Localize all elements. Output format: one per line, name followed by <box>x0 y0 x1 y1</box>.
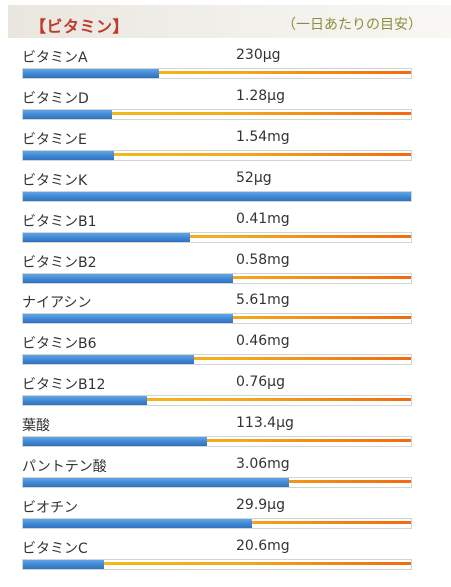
vitamin-amount: 1.28μg <box>236 87 285 104</box>
vitamin-row: ナイアシン 5.61mg <box>22 287 412 329</box>
amount-bar <box>22 272 412 284</box>
vitamin-amount: 113.4μg <box>236 415 294 432</box>
amount-bar-fill <box>23 109 113 119</box>
vitamin-name: ビタミンK <box>22 172 88 189</box>
amount-bar <box>22 477 412 488</box>
vitamin-amount: 20.6mg <box>236 537 290 554</box>
vitamin-name: ビタミンC <box>22 540 88 557</box>
vitamin-row: ビタミンA 230μg <box>22 42 412 84</box>
vitamin-name: ナイアシン <box>22 295 92 312</box>
vitamin-name: ビタミンD <box>22 90 89 107</box>
vitamin-name: ビオチン <box>22 499 78 516</box>
vitamin-row: ビタミンB1 0.41mg <box>22 206 412 248</box>
amount-bar-fill <box>23 437 208 447</box>
amount-bar <box>22 190 412 202</box>
vitamin-amount: 52μg <box>236 169 272 186</box>
amount-bar <box>22 517 412 529</box>
amount-bar <box>22 436 412 448</box>
vitamin-row: ビタミンC 20.6mg <box>22 533 412 575</box>
amount-bar-fill <box>23 559 105 569</box>
vitamin-row: パントテン酸 3.06mg <box>22 451 412 493</box>
vitamin-name: 葉酸 <box>22 418 50 435</box>
amount-bar <box>22 313 412 325</box>
vitamin-name: ビタミンB2 <box>22 254 97 271</box>
vitamin-name: ビタミンE <box>22 131 87 148</box>
amount-bar <box>22 231 412 243</box>
amount-bar-fill <box>23 396 148 406</box>
daily-amount-note: （一日あたりの目安） <box>282 17 422 33</box>
section-title: 【ビタミン】 <box>30 17 130 36</box>
amount-bar <box>22 149 412 161</box>
amount-bar-track <box>23 357 411 361</box>
vitamin-amount: 230μg <box>236 47 281 63</box>
amount-bar <box>22 558 412 570</box>
amount-bar <box>22 108 412 120</box>
vitamin-name: ビタミンB12 <box>22 377 106 394</box>
amount-bar <box>22 395 412 407</box>
vitamin-row: ビオチン 29.9μg <box>22 492 412 534</box>
amount-bar-track <box>23 111 411 115</box>
amount-bar <box>22 68 412 79</box>
vitamin-name: ビタミンB1 <box>22 213 97 230</box>
vitamin-amount: 3.06mg <box>236 456 290 472</box>
vitamin-row: 葉酸 113.4μg <box>22 410 412 452</box>
amount-bar-fill <box>23 232 190 242</box>
vitamin-amount: 5.61mg <box>236 292 290 309</box>
vitamin-row: ビタミンB12 0.76μg <box>22 369 412 411</box>
amount-bar-track <box>23 561 411 565</box>
vitamin-name: ビタミンB6 <box>22 336 97 353</box>
vitamin-amount: 1.54mg <box>236 128 290 145</box>
vitamin-row: ビタミンK 52μg <box>22 165 412 207</box>
vitamin-row: ビタミンB2 0.58mg <box>22 247 412 289</box>
amount-bar-fill <box>23 191 411 201</box>
amount-bar-fill <box>23 273 233 283</box>
amount-bar-track <box>23 439 411 443</box>
amount-bar-track <box>23 398 411 402</box>
section-header: 【ビタミン】 （一日あたりの目安） <box>8 5 451 38</box>
vitamin-row: ビタミンD 1.28μg <box>22 83 412 125</box>
amount-bar-fill <box>23 69 159 78</box>
amount-bar-fill <box>23 478 289 487</box>
amount-bar-track <box>23 152 411 156</box>
vitamin-name: パントテン酸 <box>22 459 107 475</box>
amount-bar-fill <box>23 355 194 365</box>
vitamin-amount: 0.46mg <box>236 333 290 350</box>
amount-bar-fill <box>23 150 115 160</box>
vitamin-amount: 29.9μg <box>236 496 285 513</box>
vitamin-amount: 0.41mg <box>236 210 290 227</box>
amount-bar-track <box>23 71 411 74</box>
amount-bar-track <box>23 234 411 238</box>
vitamin-row: ビタミンE 1.54mg <box>22 124 412 166</box>
amount-bar <box>22 354 412 366</box>
vitamin-amount: 0.76μg <box>236 374 285 391</box>
vitamin-amount: 0.58mg <box>236 251 290 268</box>
amount-bar-fill <box>23 518 252 528</box>
vitamin-name: ビタミンA <box>22 50 88 66</box>
amount-bar-fill <box>23 314 233 324</box>
vitamin-row: ビタミンB6 0.46mg <box>22 328 412 370</box>
